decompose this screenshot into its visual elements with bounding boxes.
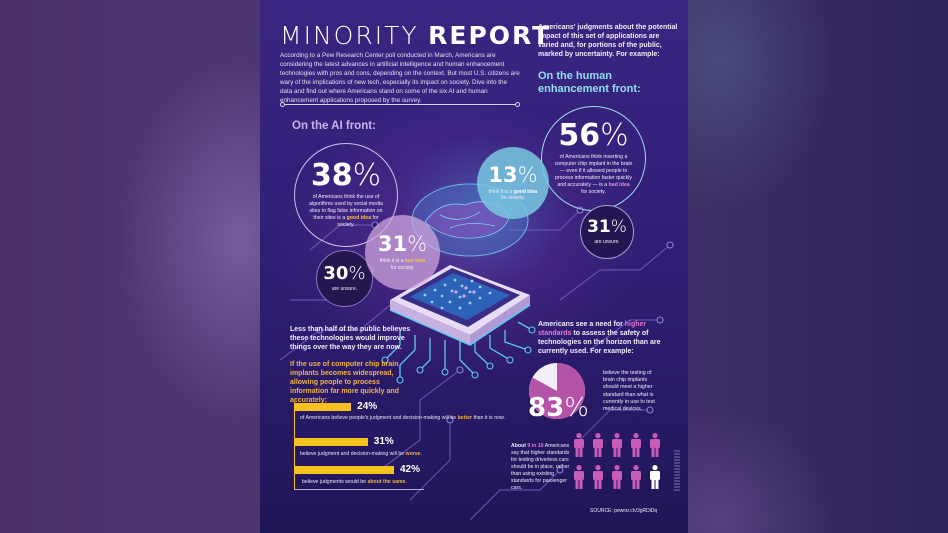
improve-lead: Less than half of the public believes th… — [290, 326, 411, 351]
bars-bracket — [294, 402, 424, 490]
ai-unsure-stat: 30% are unsure. — [316, 250, 373, 307]
stat-caption: think it is a bad idea for society. — [379, 258, 426, 271]
driverless-caption: About 9 in 10 Americans say that higher … — [511, 443, 570, 491]
person-icon-filled — [611, 433, 622, 457]
stat-caption: are unsure. — [594, 239, 620, 245]
divider-dot-right — [515, 101, 520, 107]
person-icon-filled — [573, 433, 584, 457]
person-icon-filled — [592, 433, 603, 457]
human-unsure-stat: 31% are unsure. — [580, 205, 634, 259]
stat-percent: 31% — [587, 217, 627, 237]
stat-percent: 38% — [310, 158, 382, 193]
brain-chip-pie-chart — [529, 363, 585, 419]
person-icon-filled — [611, 465, 622, 489]
source-note: SOURCE: pewrsr.ch/3gRDiDq — [590, 508, 658, 514]
bar-worse — [294, 438, 368, 446]
infographic-panel: MINORITY REPORT According to a Pew Resea… — [260, 0, 688, 533]
ai-front-heading: On the AI front: — [292, 120, 376, 132]
bar-same — [294, 466, 394, 474]
image-credit-vertical — [674, 450, 680, 492]
title-divider — [280, 101, 520, 107]
human-bad-idea-stat: 56% of Americans think inserting a compu… — [541, 106, 646, 211]
bar-caption: believe judgments would be about the sam… — [302, 479, 407, 485]
person-icon-empty — [650, 465, 661, 489]
bar-percent: 42% — [400, 464, 421, 475]
chip-pin-traces — [384, 321, 533, 380]
stat-caption: of Americans think inserting a computer … — [554, 154, 633, 195]
person-icon-filled — [631, 465, 642, 489]
page-title: MINORITY REPORT — [280, 20, 551, 51]
person-icon-filled — [592, 465, 603, 489]
bar-percent: 24% — [357, 401, 378, 412]
title-bold: REPORT — [428, 21, 552, 50]
standards-lead: Americans see a need for higher standard… — [538, 321, 661, 355]
human-enhancement-heading: On the human enhancement front: — [538, 70, 641, 95]
chip-pin-nodes — [381, 326, 536, 384]
stat-percent: 56% — [558, 118, 629, 154]
judgments-intro: Americans' judgments about the potential… — [538, 24, 678, 58]
bar-caption: of Americans believe people's judgment a… — [300, 415, 505, 421]
stat-caption: think it is a good idea for society. — [488, 188, 538, 202]
stat-percent: 31% — [377, 232, 428, 256]
bar-percent: 31% — [373, 436, 394, 447]
stat-percent: 30% — [323, 263, 366, 284]
improve-condition: If the use of computer chip brain implan… — [290, 361, 399, 404]
divider-line — [284, 103, 516, 105]
ai-good-idea-stat: 38% of Americans think the use of algori… — [294, 143, 398, 247]
brain-chip-caption: believe the testing of brain chip implan… — [603, 370, 655, 413]
title-thin: MINORITY — [280, 21, 419, 50]
human-good-idea-stat: 13% think it is a good idea for society. — [477, 147, 549, 219]
stat-caption: of Americans think the use of algorithms… — [309, 194, 383, 228]
bar-caption: believe judgment and decision-making wil… — [300, 451, 422, 457]
brain-chip-percent: 83% — [528, 393, 589, 423]
stat-caption: are unsure. — [331, 286, 358, 292]
ai-bad-idea-stat: 31% think it is a bad idea for society. — [365, 215, 440, 290]
people-pictogram — [569, 433, 665, 489]
intro-paragraph: According to a Pew Research Center poll … — [280, 52, 520, 104]
stat-percent: 13% — [488, 162, 538, 187]
person-icon-filled — [631, 433, 642, 457]
bar-better — [294, 403, 352, 411]
person-icon-filled — [650, 433, 661, 457]
person-icon-filled — [573, 465, 584, 489]
pie-slice-83 — [529, 363, 585, 419]
